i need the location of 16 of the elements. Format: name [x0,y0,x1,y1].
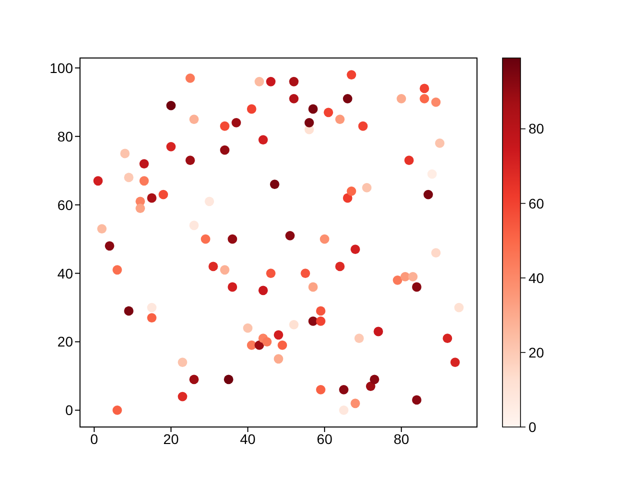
color-bar-label: 20 [528,344,544,360]
color-bar-label: 0 [528,418,536,435]
x-tick-label: 0 [90,430,98,447]
x-tick-label: 40 [240,430,256,447]
color-bar-label: 60 [528,195,544,212]
x-tick-label: 20 [163,430,179,447]
x-tick-label: 80 [394,430,410,447]
x-tick-label: 60 [316,430,333,447]
y-tick-label: 0 [65,402,74,418]
color-bar-label: 40 [528,270,544,286]
y-tick-label: 40 [57,265,74,282]
y-tick-label: 80 [57,128,74,144]
y-tick-label: 20 [57,334,74,350]
y-tick-label: 100 [50,60,74,76]
color-bar-label: 80 [528,120,544,137]
y-tick-label: 60 [57,196,74,213]
